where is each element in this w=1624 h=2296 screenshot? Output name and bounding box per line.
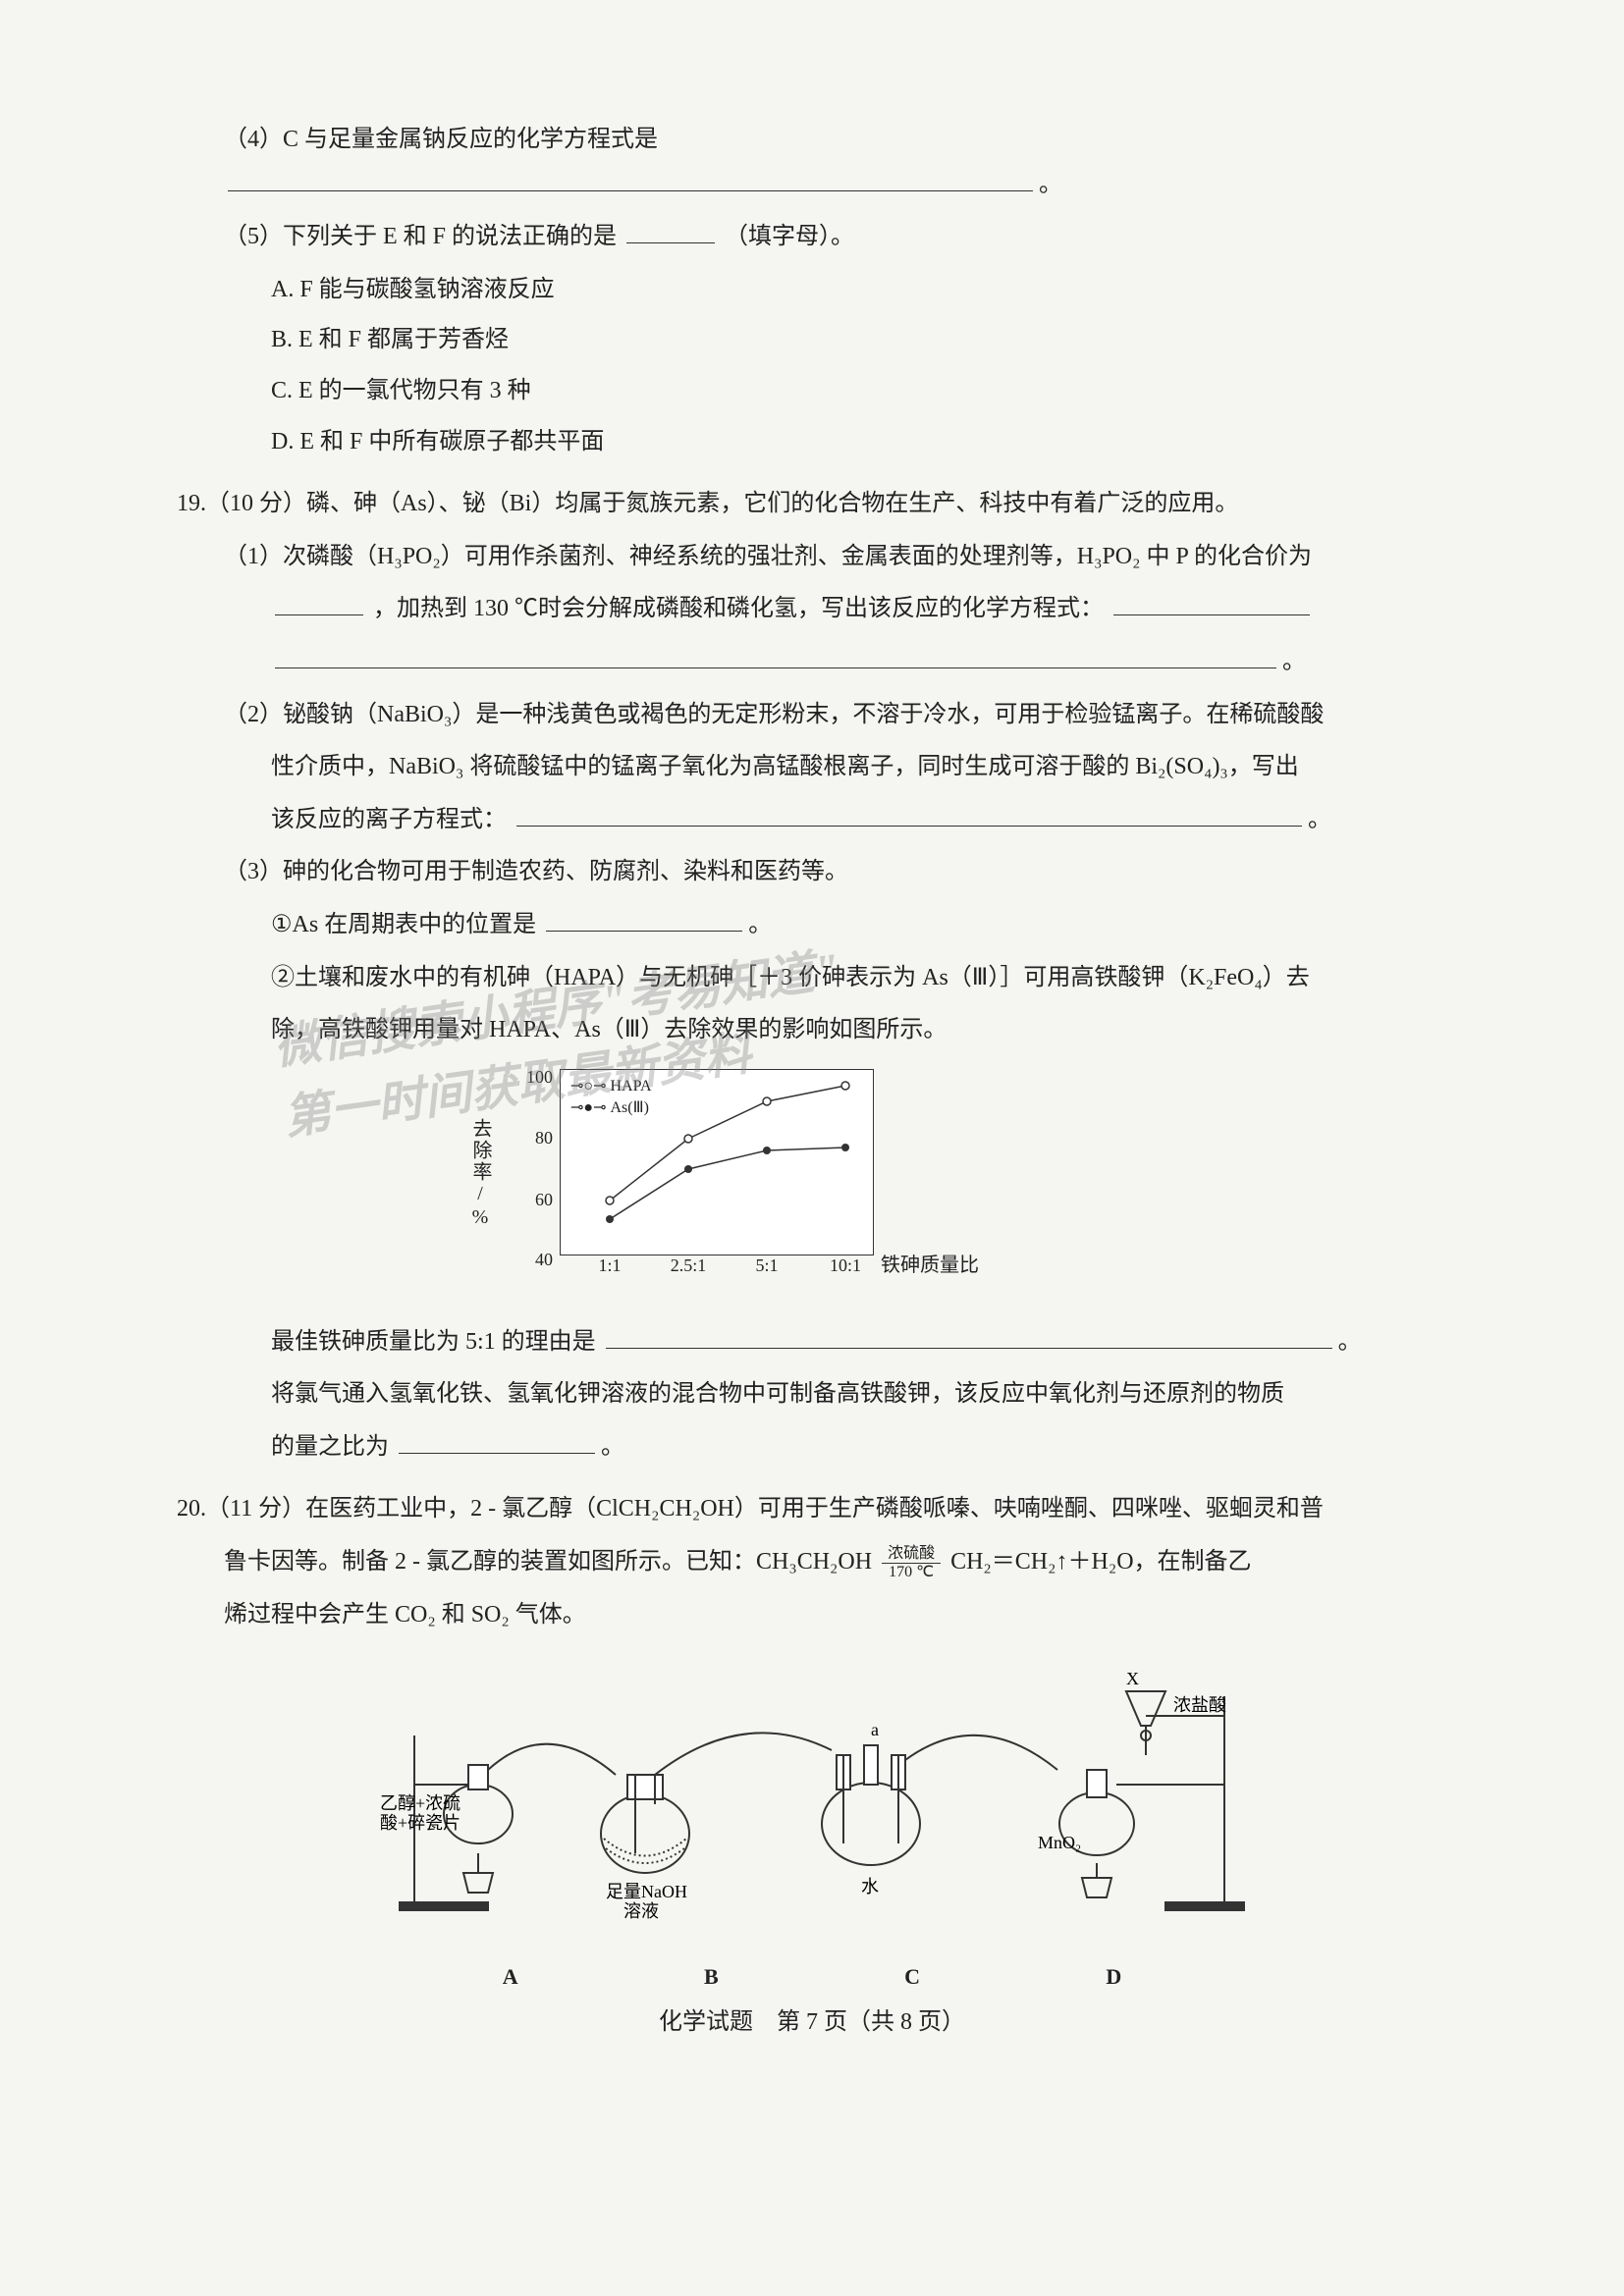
q19-head: 19.（10 分）磷、砷（As）、铋（Bi）均属于氮族元素，它们的化合物在生产、…: [177, 482, 1447, 527]
label-naoh2: 溶液: [623, 1901, 659, 1921]
chart-area: ⊸○⊸HAPA ⊸●⊸As(Ⅲ) 100 80 60 40 1:1 2.5:1 …: [560, 1069, 874, 1255]
q19-item3-2b: 除，高铁酸钾用量对 HAPA、As（Ⅲ）去除效果的影响如图所示。: [271, 1008, 1447, 1053]
q19-item1-line2: ，加热到 130 ℃时会分解成磷酸和磷化氢，写出该反应的化学方程式：: [271, 587, 1447, 632]
label-hcl: 浓盐酸: [1173, 1695, 1226, 1715]
q19-item1-line3: 。: [271, 640, 1447, 685]
q19-item3: （3）砷的化合物可用于制造农药、防腐剂、染料和医药等。: [224, 850, 1447, 895]
q20-head-c: CH₂＝CH₂↑＋H₂O，在制备乙: [950, 1549, 1251, 1575]
label-a: a: [871, 1720, 879, 1739]
q19-item3-2a: ②土壤和废水中的有机砷（HAPA）与无机砷［＋3 价砷表示为 As（Ⅲ）］可用高…: [271, 956, 1447, 1001]
q18-optA: A. F 能与碳酸氢钠溶液反应: [271, 268, 1447, 313]
app-label-C: C: [904, 1956, 920, 1998]
label-mno2: MnO₂: [1038, 1833, 1081, 1852]
label-water: 水: [861, 1877, 879, 1896]
q19-ratio: 最佳铁砷质量比为 5:1 的理由是 。: [271, 1320, 1447, 1365]
page-content: （4）C 与足量金属钠反应的化学方程式是 。 （5）下列关于 E 和 F 的说法…: [177, 118, 1447, 2046]
blank-q19-ratio: [606, 1327, 1332, 1349]
blank-q19-3-1: [546, 910, 742, 932]
q19-item1: （1）次磷酸（H₃PO₂）可用作杀菌剂、神经系统的强壮剂、金属表面的处理剂等，H…: [224, 535, 1447, 580]
q18-item4: （4）C 与足量金属钠反应的化学方程式是 。: [224, 118, 1447, 207]
q19-item1b: ，加热到 130 ℃时会分解成磷酸和磷化氢，写出该反应的化学方程式：: [373, 596, 1104, 621]
label-ethanol: 乙醇+浓硫: [380, 1793, 460, 1813]
q18-optD: D. E 和 F 中所有碳原子都共平面: [271, 420, 1447, 465]
q20-head-b: 鲁卡因等。制备 2 - 氯乙醇的装置如图所示。已知：CH₃CH₂OH: [224, 1549, 872, 1575]
q20-head-line2: 鲁卡因等。制备 2 - 氯乙醇的装置如图所示。已知：CH₃CH₂OH 浓硫酸 1…: [224, 1540, 1447, 1585]
reaction-arrow: 浓硫酸 170 ℃: [882, 1545, 941, 1580]
apparatus-diagram: 乙醇+浓硫 酸+碎瓷片 足量NaOH 溶液: [370, 1657, 1254, 1971]
q18-item5-suffix: （填字母）。: [725, 224, 854, 249]
app-label-B: B: [704, 1956, 719, 1998]
blank-q18-5: [626, 222, 715, 243]
q18-optC: C. E 的一氯代物只有 3 种: [271, 369, 1447, 414]
q18-item5-prefix: （5）下列关于 E 和 F 的说法正确的是: [224, 224, 617, 249]
ytick-60: 60: [523, 1183, 553, 1216]
blank-q19-ox: [399, 1432, 595, 1454]
q19-item2a: （2）铋酸钠（NaBiO₃）是一种浅黄色或褐色的无定形粉末，不溶于冷水，可用于检…: [224, 693, 1447, 738]
ytick-100: 100: [523, 1060, 553, 1094]
apparatus-svg: 乙醇+浓硫 酸+碎瓷片 足量NaOH 溶液: [370, 1657, 1254, 1932]
ytick-40: 40: [523, 1243, 553, 1276]
label-x: X: [1126, 1669, 1139, 1688]
blank-q19-2: [516, 805, 1302, 827]
reaction-bot: 170 ℃: [882, 1564, 941, 1581]
ytick-80: 80: [523, 1121, 553, 1154]
label-naoh: 足量NaOH: [606, 1882, 687, 1901]
q19-oxidize-a: 将氯气通入氢氧化铁、氢氧化钾溶液的混合物中可制备高铁酸钾，该反应中氧化剂与还原剂…: [271, 1372, 1447, 1417]
q19-item3-1-prefix: ①As 在周期表中的位置是: [271, 912, 536, 937]
reaction-top: 浓硫酸: [882, 1545, 941, 1564]
q19-item3-1: ①As 在周期表中的位置是 。: [271, 903, 1447, 948]
blank-q19-1b: [1113, 594, 1310, 615]
chart-x-label: 铁砷质量比: [881, 1247, 979, 1284]
blank-q18-4: [228, 170, 1033, 191]
q19-oxidize-b: 的量之比为: [271, 1434, 389, 1460]
q19-oxidize-b-line: 的量之比为 。: [271, 1425, 1447, 1470]
q19-item2c-line: 该反应的离子方程式： 。: [271, 798, 1447, 843]
q18-item4-text: （4）C 与足量金属钠反应的化学方程式是: [224, 127, 658, 152]
q18-item5: （5）下列关于 E 和 F 的说法正确的是 （填字母）。: [224, 215, 1447, 260]
q19-item2c: 该反应的离子方程式：: [271, 807, 507, 832]
apparatus-letter-labels: A B C D: [370, 1956, 1254, 1998]
blank-q19-1a: [275, 594, 363, 615]
chart-y-label: 去除率/%: [461, 1118, 499, 1230]
q20-head-d: 烯过程中会产生 CO₂ 和 SO₂ 气体。: [224, 1593, 1447, 1638]
q19-item2b: 性介质中，NaBiO₃ 将硫酸锰中的锰离子氧化为高锰酸根离子，同时生成可溶于酸的…: [271, 745, 1447, 790]
q19-item1a: （1）次磷酸（H₃PO₂）可用作杀菌剂、神经系统的强壮剂、金属表面的处理剂等，H…: [224, 544, 1312, 569]
blank-q19-1c: [275, 647, 1276, 668]
q18-optB: B. E 和 F 都属于芳香烃: [271, 318, 1447, 363]
page-footer: 化学试题 第 7 页（共 8 页）: [177, 2001, 1447, 2046]
chart-svg: [561, 1070, 875, 1256]
label-ethanol2: 酸+碎瓷片: [380, 1813, 460, 1833]
q20-head-a: 20.（11 分）在医药工业中，2 - 氯乙醇（ClCH₂CH₂OH）可用于生产…: [177, 1487, 1447, 1532]
q19-ratio-prefix: 最佳铁砷质量比为 5:1 的理由是: [271, 1329, 596, 1355]
removal-chart: 去除率/% ⊸○⊸HAPA ⊸●⊸As(Ⅲ) 100 80 60 40 1:1 …: [501, 1069, 913, 1305]
app-label-D: D: [1106, 1956, 1121, 1998]
app-label-A: A: [503, 1956, 518, 1998]
